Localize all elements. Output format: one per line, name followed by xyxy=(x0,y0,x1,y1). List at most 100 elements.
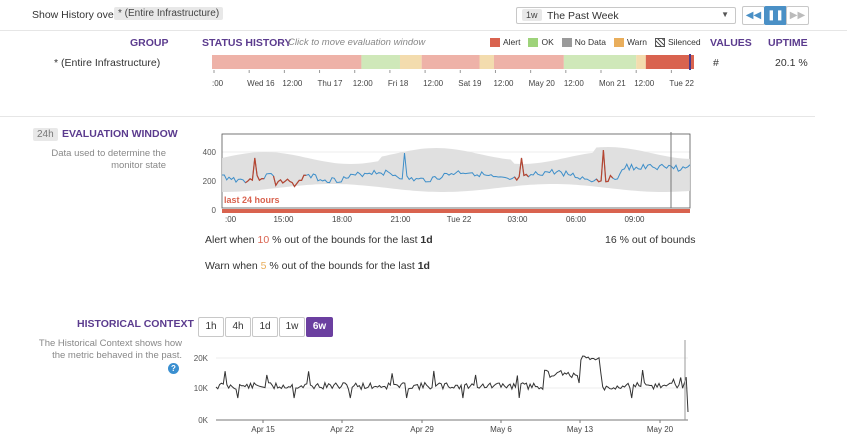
status-tick-label: May 20 xyxy=(529,79,556,88)
alert-text-pre: Alert when xyxy=(205,234,255,246)
status-history-bar[interactable]: :00 Wed 16 12:00 Thu 17 12:00 Fri 18 12:00 Sat … xyxy=(211,53,697,91)
alert-threshold-value: 10 xyxy=(257,234,270,246)
playback-controls: ◀◀ ❚❚ ▶▶ xyxy=(742,6,810,25)
range-label: The Past Week xyxy=(547,10,619,22)
legend-label: OK xyxy=(541,37,554,47)
eval-window-label: last 24 hours xyxy=(224,195,280,205)
legend-label: Silenced xyxy=(667,37,701,47)
status-window-marker[interactable] xyxy=(689,54,691,70)
uptime-cell: 20.1 % xyxy=(775,57,808,69)
range-button-6w[interactable]: 6w xyxy=(306,317,333,337)
group-column-header: GROUP xyxy=(130,37,169,49)
values-column-header: VALUES xyxy=(710,37,752,49)
historical-context-description: The Historical Context shows how the met… xyxy=(38,338,182,361)
eval-x-tick-label: 18:00 xyxy=(332,215,353,224)
eval-window-badge: 24h xyxy=(33,128,58,141)
status-tick-label: Wed 16 xyxy=(247,79,275,88)
hist-x-tick-label: Apr 22 xyxy=(330,425,354,434)
eval-x-tick-label: :00 xyxy=(225,215,237,224)
legend-item-no-data: No Data xyxy=(561,37,606,48)
eval-window-bar xyxy=(222,209,690,213)
help-icon[interactable]: ? xyxy=(168,363,179,374)
status-segment[interactable] xyxy=(421,55,480,69)
legend-item-ok: OK xyxy=(528,37,554,48)
eval-x-tick-label: 06:00 xyxy=(566,215,587,224)
alert-text-post: % out of the bounds for the last xyxy=(272,234,418,246)
status-segment[interactable] xyxy=(399,55,422,69)
eval-out-of-bounds-segment xyxy=(272,174,307,188)
show-history-label: Show History over xyxy=(32,9,118,21)
hist-y-tick-label: 20K xyxy=(194,354,209,363)
status-tick-label: Thu 17 xyxy=(318,79,343,88)
eval-y-tick-label: 0 xyxy=(212,206,217,215)
section-divider xyxy=(0,116,815,117)
eval-y-tick-label: 400 xyxy=(203,148,217,157)
status-history-hint: Click to move evaluation window xyxy=(288,37,426,48)
chevron-down-icon: ▼ xyxy=(721,10,729,19)
eval-x-tick-label: 03:00 xyxy=(507,215,528,224)
eval-bounds-band xyxy=(222,147,690,192)
evaluation-window-title: EVALUATION WINDOW xyxy=(62,128,178,140)
legend-swatch xyxy=(654,38,665,48)
eval-out-of-bounds-segment xyxy=(514,157,529,182)
pause-icon[interactable]: ❚❚ xyxy=(764,6,787,25)
time-range-dropdown[interactable]: 1w The Past Week ▼ xyxy=(516,7,736,24)
eval-x-tick-label: 21:00 xyxy=(390,215,411,224)
legend-swatch xyxy=(490,38,500,48)
values-cell: # xyxy=(713,57,719,69)
status-segment[interactable] xyxy=(493,55,564,69)
hist-x-tick-label: Apr 15 xyxy=(251,425,275,434)
range-button-1h[interactable]: 1h xyxy=(198,317,224,337)
status-tick-label: 12:00 xyxy=(353,79,374,88)
hist-x-tick-label: May 6 xyxy=(490,425,512,434)
hist-x-tick-label: May 20 xyxy=(647,425,674,434)
hist-y-tick-label: 10K xyxy=(194,384,209,393)
top-bar xyxy=(0,0,847,31)
legend-label: Warn xyxy=(626,37,647,47)
range-button-1w[interactable]: 1w xyxy=(279,317,305,337)
historical-range-buttons: 1h 4h 1d 1w 6w xyxy=(198,317,338,337)
evaluation-chart[interactable]: 400 200 0 last 24 hours :00 15:00 18:00 21:00 Tu… xyxy=(200,128,700,228)
status-tick-label: 12:00 xyxy=(493,79,514,88)
legend-label: Alert xyxy=(503,37,521,47)
out-of-bounds-value: 16 xyxy=(605,234,617,246)
uptime-column-header: UPTIME xyxy=(768,37,808,49)
status-segment[interactable] xyxy=(479,55,494,69)
alert-period: 1d xyxy=(420,234,433,246)
warn-threshold-value: 5 xyxy=(260,260,267,272)
hist-metric-line xyxy=(215,355,689,413)
status-segment[interactable] xyxy=(645,55,694,69)
fast-forward-icon[interactable]: ▶▶ xyxy=(786,6,809,25)
rewind-icon[interactable]: ◀◀ xyxy=(742,6,765,25)
hist-y-tick-label: 0K xyxy=(198,416,208,425)
legend-item-warn: Warn xyxy=(613,37,647,48)
status-segment[interactable] xyxy=(361,55,400,69)
legend-item-silenced: Silenced xyxy=(654,37,701,48)
status-legend: Alert OK No Data Warn Silenced xyxy=(490,37,701,48)
range-button-4h[interactable]: 4h xyxy=(225,317,251,337)
eval-y-tick-label: 200 xyxy=(203,177,217,186)
legend-label: No Data xyxy=(574,37,606,47)
alert-condition: Alert when 10 % out of the bounds for th… xyxy=(205,234,433,246)
warn-text-post: % out of the bounds for the last xyxy=(269,260,415,272)
legend-swatch xyxy=(561,38,572,48)
eval-x-tick-label: Tue 22 xyxy=(447,215,472,224)
scope-selector[interactable]: * (Entire Infrastructure) xyxy=(114,7,224,20)
status-segment[interactable] xyxy=(636,55,646,69)
historical-context-title: HISTORICAL CONTEXT xyxy=(77,318,194,330)
historical-chart[interactable]: 20K 10K 0K Apr 15 Apr 22 Apr 29 May 6 May 13 May… xyxy=(190,338,700,438)
status-tick-label: :00 xyxy=(212,79,224,88)
status-tick-label: 12:00 xyxy=(634,79,655,88)
warn-condition: Warn when 5 % out of the bounds for the … xyxy=(205,260,430,272)
evaluation-window-description: Data used to determine the monitor state xyxy=(51,148,166,171)
status-segment[interactable] xyxy=(212,55,362,69)
legend-item-alert: Alert xyxy=(490,37,521,48)
eval-x-tick-label: 15:00 xyxy=(273,215,294,224)
range-button-1d[interactable]: 1d xyxy=(252,317,278,337)
status-segment[interactable] xyxy=(563,55,637,69)
hist-x-tick-label: May 13 xyxy=(567,425,594,434)
status-tick-label: 12:00 xyxy=(564,79,585,88)
hist-x-tick-label: Apr 29 xyxy=(410,425,434,434)
range-badge: 1w xyxy=(522,9,542,21)
status-tick-label: 12:00 xyxy=(423,79,444,88)
